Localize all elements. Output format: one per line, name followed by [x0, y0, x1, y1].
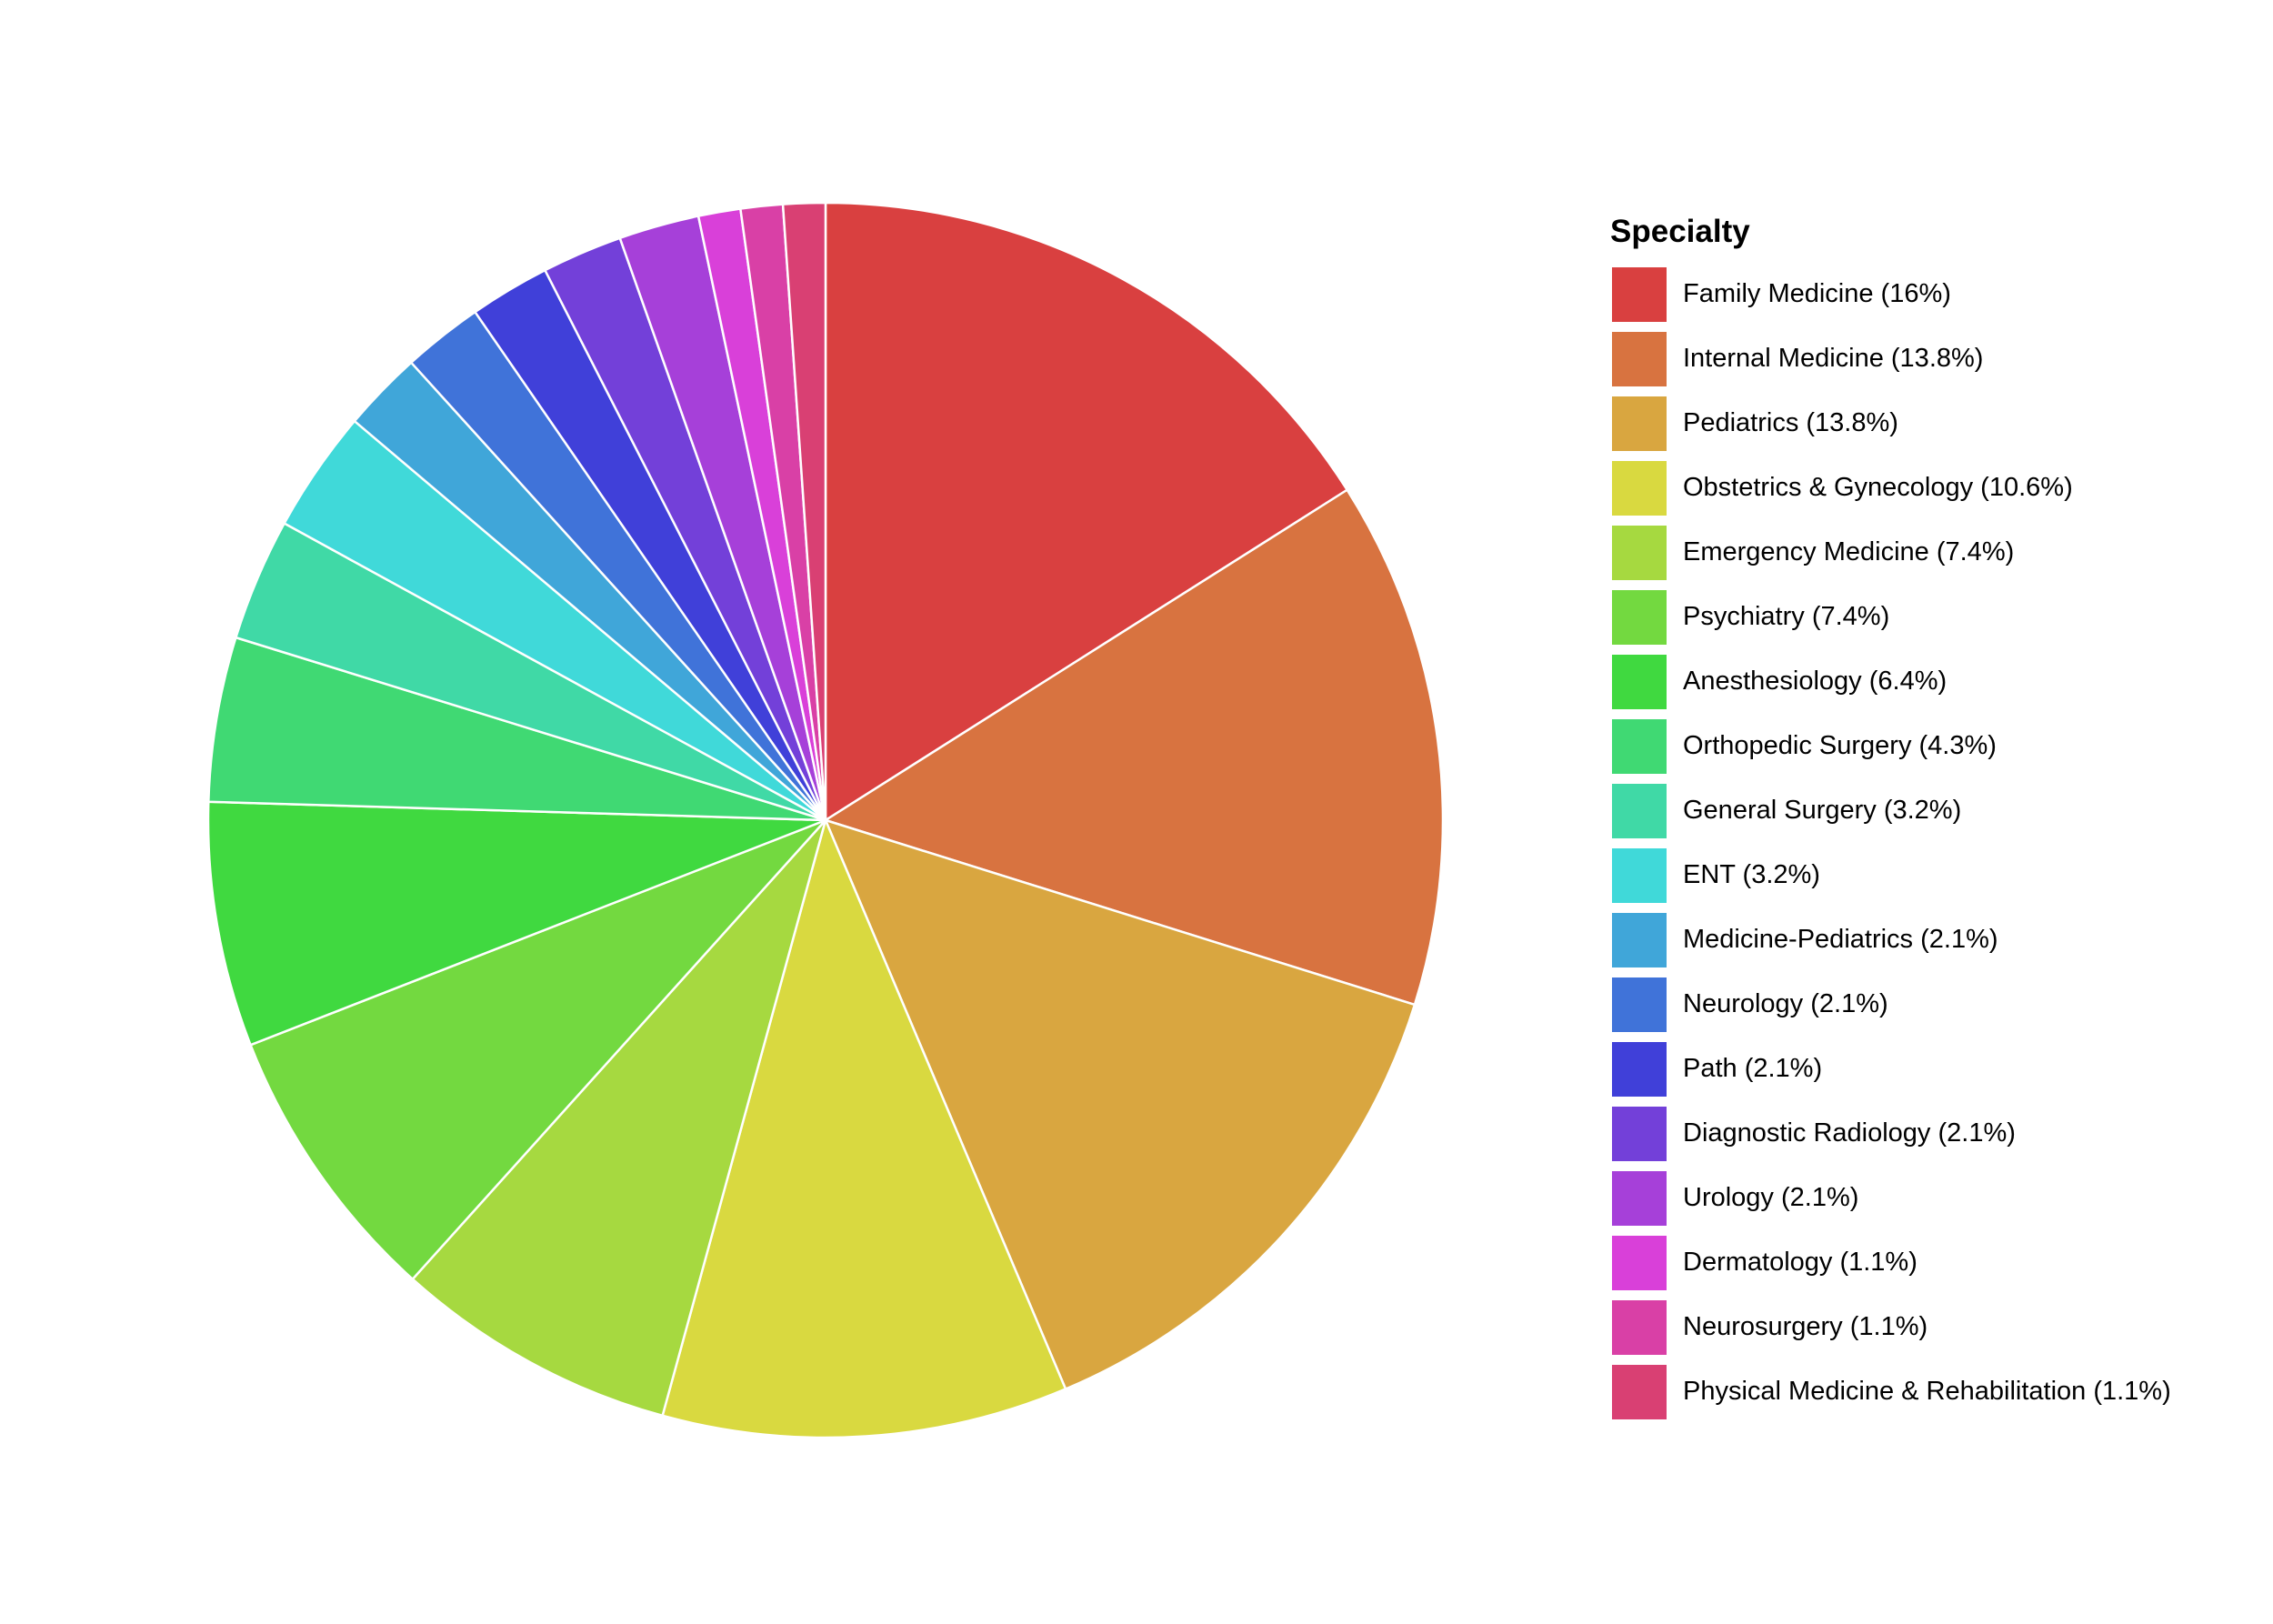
legend-swatch-urology: [1610, 1168, 1668, 1228]
legend-swatch-ent: [1610, 846, 1668, 905]
legend-swatch-neurology: [1610, 975, 1668, 1034]
pie-slice-obstetrics-gynecology: [661, 818, 1067, 1439]
legend-label-psychiatry: Psychiatry (7.4%): [1683, 602, 1890, 631]
legend-label-diagnostic-radiology: Diagnostic Radiology (2.1%): [1683, 1118, 2016, 1148]
pie-slice-family-medicine: [824, 201, 1348, 822]
legend-swatch-medicine-pediatrics: [1610, 910, 1668, 969]
legend-label-general-surgery: General Surgery (3.2%): [1683, 796, 1962, 825]
legend-item-diagnostic-radiology: Diagnostic Radiology (2.1%): [1610, 1101, 2265, 1166]
legend-swatch-general-surgery: [1610, 781, 1668, 840]
pie-chart: [206, 201, 1445, 1439]
legend-label-neurology: Neurology (2.1%): [1683, 989, 1888, 1018]
legend-swatch-psychiatry: [1610, 587, 1668, 647]
legend-item-emergency-medicine: Emergency Medicine (7.4%): [1610, 520, 2265, 585]
legend-swatch-obstetrics-gynecology: [1610, 458, 1668, 517]
pie-slice-physical-medicine-rehabilitation: [781, 201, 827, 822]
legend-swatch-orthopedic-surgery: [1610, 717, 1668, 776]
legend-label-ent: ENT (3.2%): [1683, 860, 1820, 889]
legend-swatch-internal-medicine: [1610, 329, 1668, 388]
legend-item-path: Path (2.1%): [1610, 1037, 2265, 1101]
legend-swatch-diagnostic-radiology: [1610, 1104, 1668, 1163]
legend-label-pediatrics: Pediatrics (13.8%): [1683, 408, 1898, 437]
pie-slice-emergency-medicine: [411, 818, 827, 1418]
legend-label-urology: Urology (2.1%): [1683, 1183, 1859, 1212]
legend-swatch-dermatology: [1610, 1233, 1668, 1292]
legend-item-internal-medicine: Internal Medicine (13.8%): [1610, 326, 2265, 391]
legend-label-orthopedic-surgery: Orthopedic Surgery (4.3%): [1683, 731, 1997, 760]
legend-swatch-emergency-medicine: [1610, 523, 1668, 582]
legend-label-neurosurgery: Neurosurgery (1.1%): [1683, 1312, 1928, 1341]
legend-item-ent: ENT (3.2%): [1610, 843, 2265, 907]
legend-label-physical-medicine-rehabilitation: Physical Medicine & Rehabilitation (1.1%…: [1683, 1377, 2171, 1406]
legend-item-physical-medicine-rehabilitation: Physical Medicine & Rehabilitation (1.1%…: [1610, 1359, 2265, 1424]
legend-label-path: Path (2.1%): [1683, 1054, 1823, 1083]
legend-item-pediatrics: Pediatrics (13.8%): [1610, 391, 2265, 456]
legend-label-internal-medicine: Internal Medicine (13.8%): [1683, 344, 1984, 373]
legend-swatch-path: [1610, 1039, 1668, 1098]
legend-label-anesthesiology: Anesthesiology (6.4%): [1683, 667, 1948, 696]
legend: Specialty Family Medicine (16%) Internal …: [1610, 211, 2265, 1424]
legend-item-neurosurgery: Neurosurgery (1.1%): [1610, 1295, 2265, 1359]
legend-item-psychiatry: Psychiatry (7.4%): [1610, 585, 2265, 649]
legend-swatch-pediatrics: [1610, 394, 1668, 453]
pie-slice-psychiatry: [249, 818, 827, 1280]
legend-label-medicine-pediatrics: Medicine-Pediatrics (2.1%): [1683, 925, 1998, 954]
legend-item-anesthesiology: Anesthesiology (6.4%): [1610, 649, 2265, 714]
legend-item-general-surgery: General Surgery (3.2%): [1610, 778, 2265, 843]
legend-label-family-medicine: Family Medicine (16%): [1683, 279, 1951, 308]
legend-swatch-physical-medicine-rehabilitation: [1610, 1362, 1668, 1421]
legend-swatch-neurosurgery: [1610, 1298, 1668, 1357]
legend-label-emergency-medicine: Emergency Medicine (7.4%): [1683, 537, 2015, 566]
legend-item-family-medicine: Family Medicine (16%): [1610, 262, 2265, 326]
legend-item-obstetrics-gynecology: Obstetrics & Gynecology (10.6%): [1610, 456, 2265, 520]
pie-slice-pediatrics: [824, 818, 1417, 1390]
legend-items: Family Medicine (16%) Internal Medicine (…: [1610, 262, 2265, 1424]
legend-item-urology: Urology (2.1%): [1610, 1166, 2265, 1230]
legend-label-dermatology: Dermatology (1.1%): [1683, 1248, 1918, 1277]
legend-swatch-family-medicine: [1610, 265, 1668, 324]
pie-slice-orthopedic-surgery: [207, 636, 827, 822]
pie-slices: [206, 201, 1445, 1439]
legend-label-obstetrics-gynecology: Obstetrics & Gynecology (10.6%): [1683, 473, 2073, 502]
legend-swatch-anesthesiology: [1610, 652, 1668, 711]
legend-item-medicine-pediatrics: Medicine-Pediatrics (2.1%): [1610, 907, 2265, 972]
pie-slice-internal-medicine: [824, 488, 1445, 1007]
legend-title: Specialty: [1610, 214, 1750, 249]
legend-item-neurology: Neurology (2.1%): [1610, 972, 2265, 1037]
legend-item-dermatology: Dermatology (1.1%): [1610, 1230, 2265, 1295]
pie-slice-anesthesiology: [206, 800, 827, 1047]
legend-item-orthopedic-surgery: Orthopedic Surgery (4.3%): [1610, 714, 2265, 778]
